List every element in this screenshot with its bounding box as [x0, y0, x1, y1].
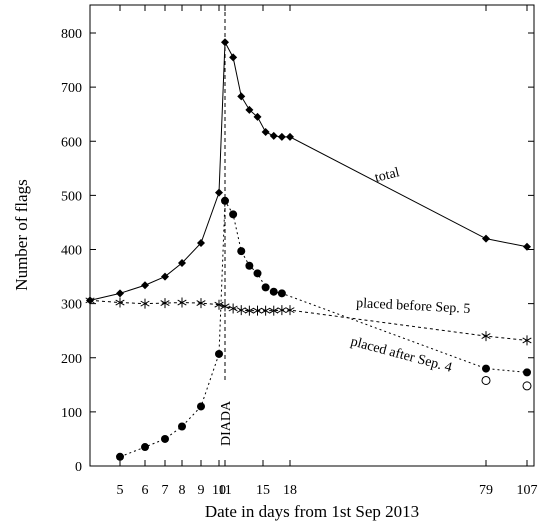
y-tick-label: 300: [61, 298, 82, 313]
data-point-diamond: [116, 289, 124, 298]
x-tick-label: 79: [479, 483, 493, 498]
x-axis-title: Date in days from 1st Sep 2013: [205, 502, 419, 521]
data-point-filled-circle: [237, 247, 246, 256]
data-point-asterisk: [252, 305, 263, 316]
y-tick-label: 700: [61, 81, 82, 96]
data-point-diamond: [245, 105, 254, 114]
data-point-filled-circle: [523, 368, 531, 377]
data-point-asterisk: [269, 305, 279, 316]
x-tick-label: 7: [162, 483, 169, 498]
data-point-diamond: [277, 132, 286, 141]
y-tick-label: 200: [61, 352, 82, 367]
data-point-filled-circle: [215, 349, 223, 358]
x-tick-label: 5: [117, 483, 124, 498]
data-point-filled-circle: [253, 269, 262, 278]
data-point-filled-circle: [482, 364, 490, 373]
plot-marks: [85, 38, 532, 461]
data-point-asterisk: [285, 305, 295, 316]
data-point-asterisk: [261, 305, 271, 316]
series-line-filled-circle: [119, 199, 528, 458]
data-point-diamond: [161, 272, 169, 281]
data-point-diamond: [261, 128, 270, 137]
data-point-asterisk: [236, 305, 246, 316]
data-point-asterisk: [160, 298, 170, 309]
data-point-diamond: [253, 112, 262, 121]
plot-frame: [89, 4, 535, 467]
series-label-after: placed after Sep. 4: [349, 334, 454, 375]
data-point-diamond: [523, 242, 531, 251]
x-tick-label: 8: [179, 483, 186, 498]
data-point-diamond: [197, 239, 205, 248]
y-axis: 0 100 200 300 400 500 600 700 800: [61, 27, 534, 475]
x-tick-label: 18: [283, 483, 297, 498]
data-point-diamond: [178, 259, 186, 268]
data-point-filled-circle: [221, 196, 229, 205]
data-point-asterisk: [177, 297, 187, 308]
data-point-filled-circle: [277, 289, 286, 298]
x-tick-label: 15: [256, 483, 270, 498]
data-point-asterisk: [228, 303, 238, 314]
data-point-diamond: [269, 131, 278, 140]
y-tick-label: 400: [61, 244, 82, 259]
data-point-asterisk: [244, 305, 254, 316]
y-tick-label: 600: [61, 135, 82, 150]
data-point-open-circle: [522, 381, 532, 391]
data-point-asterisk: [277, 305, 287, 316]
data-point-diamond: [482, 234, 490, 243]
y-tick-label: 100: [61, 406, 82, 421]
y-tick-label: 800: [61, 27, 82, 42]
x-tick-label: 107: [517, 483, 538, 498]
y-tick-label: 0: [75, 460, 82, 475]
data-point-filled-circle: [141, 443, 149, 452]
data-point-filled-circle: [269, 287, 278, 296]
data-point-filled-circle: [229, 210, 238, 219]
data-point-asterisk: [85, 295, 95, 306]
data-point-diamond: [215, 188, 223, 197]
data-point-filled-circle: [197, 402, 205, 411]
x-tick-label: 6: [142, 483, 149, 498]
series-line-diamond: [89, 40, 528, 301]
data-point-filled-circle: [261, 283, 270, 292]
data-point-open-circle: [481, 375, 491, 385]
series-label-before: placed before Sep. 5: [356, 296, 471, 317]
data-point-diamond: [286, 132, 294, 141]
x-tick-label: 11: [218, 483, 231, 498]
data-point-filled-circle: [161, 434, 169, 443]
data-point-filled-circle: [116, 452, 124, 461]
data-point-filled-circle: [178, 422, 186, 431]
y-tick-label: 500: [61, 189, 82, 204]
event-label-diada: DIADA: [219, 400, 234, 446]
y-axis-title: Number of flags: [12, 179, 31, 290]
data-point-asterisk: [481, 331, 491, 342]
data-point-diamond: [237, 92, 246, 101]
x-tick-label: 9: [198, 483, 205, 498]
data-point-filled-circle: [245, 261, 254, 270]
data-point-asterisk: [214, 299, 224, 310]
series-label-total: total: [373, 165, 401, 186]
data-point-asterisk: [115, 297, 125, 308]
series-line-asterisk: [89, 299, 528, 341]
data-point-diamond: [229, 53, 238, 62]
data-point-asterisk: [196, 298, 206, 309]
x-tick-label: 10: [212, 483, 226, 498]
data-point-asterisk: [140, 298, 150, 309]
data-point-asterisk: [522, 335, 532, 346]
data-point-diamond: [141, 281, 149, 290]
